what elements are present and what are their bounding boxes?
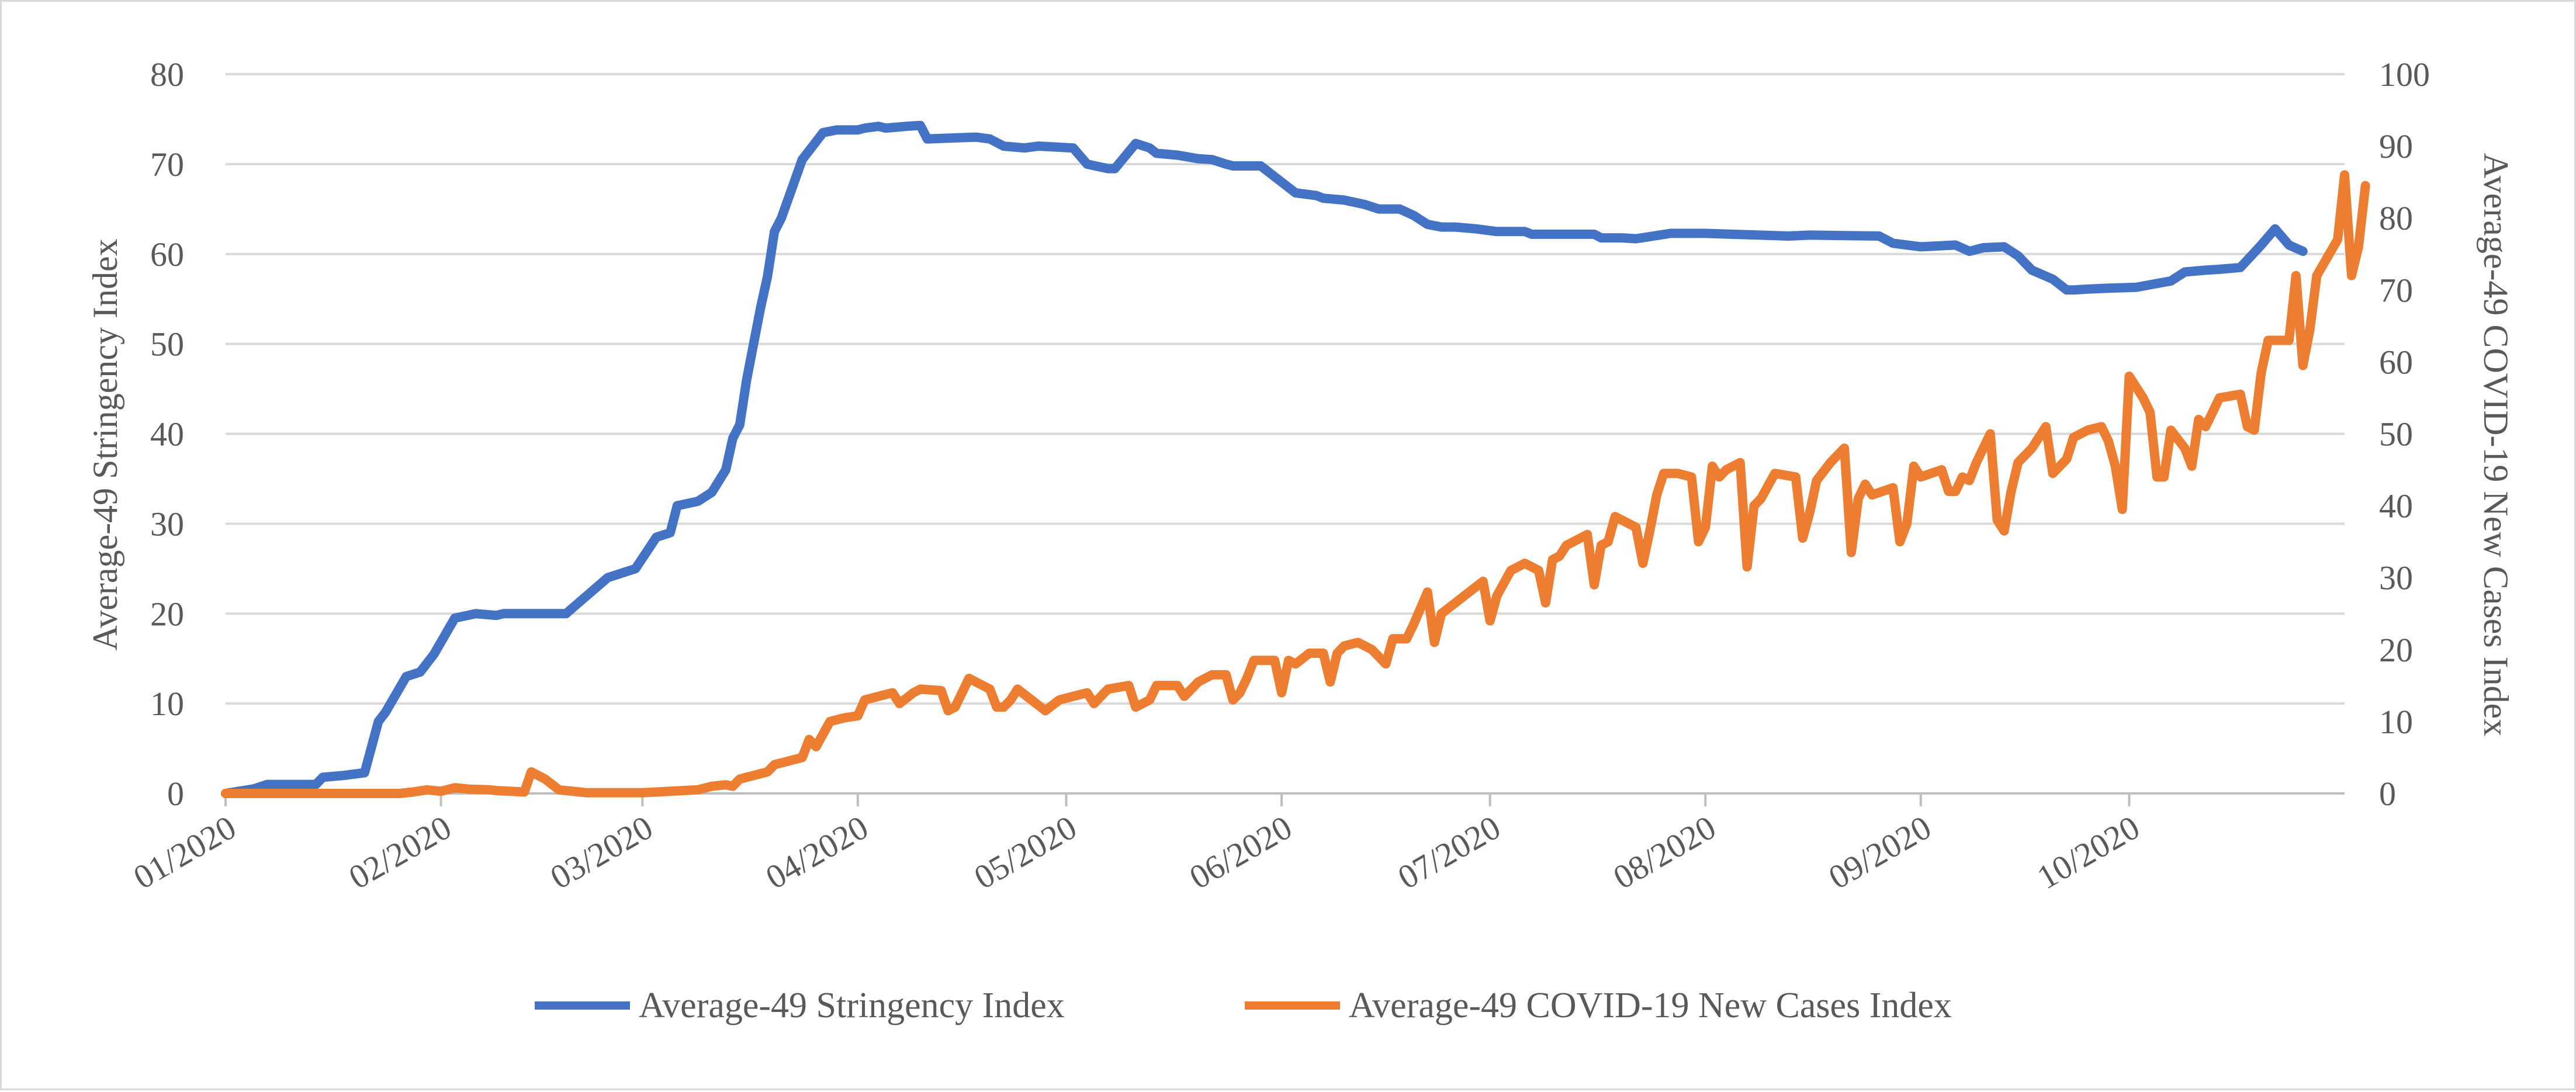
- y-left-tick-label: 30: [150, 505, 184, 543]
- y-left-tick-label: 0: [167, 775, 184, 813]
- series-lines: [221, 120, 2370, 798]
- legend-label-stringency: Average-49 Stringency Index: [639, 986, 1065, 1025]
- y-left-tick-label: 80: [150, 56, 184, 93]
- y-left-tick-label: 10: [150, 685, 184, 723]
- x-tick-label: 10/2020: [2031, 808, 2146, 896]
- x-tick-label: 07/2020: [1391, 808, 1507, 896]
- series-line-stringency: [221, 120, 2308, 798]
- y-right-tick-label: 60: [2379, 343, 2413, 381]
- y-right-tick-label: 100: [2379, 56, 2430, 93]
- x-tick-label: 03/2020: [544, 808, 659, 896]
- legend-label-new-cases: Average-49 COVID-19 New Cases Index: [1349, 986, 1952, 1025]
- y-right-tick-label: 70: [2379, 271, 2413, 309]
- x-tick-label: 02/2020: [342, 808, 458, 896]
- legend: Average-49 Stringency Index Average-49 C…: [535, 986, 1952, 1025]
- x-tick-label: 09/2020: [1822, 808, 1937, 896]
- y-left-tick-label: 70: [150, 145, 184, 183]
- x-tick-label: 04/2020: [759, 808, 874, 896]
- y-right-tick-label: 0: [2379, 775, 2396, 813]
- x-tick-label: 08/2020: [1607, 808, 1722, 896]
- x-tick-label: 05/2020: [968, 808, 1083, 896]
- y-right-tick-label: 40: [2379, 487, 2413, 525]
- y-right-tick-label: 90: [2379, 127, 2413, 165]
- gridlines: [226, 73, 2345, 705]
- series-line-new-cases: [221, 170, 2370, 798]
- y-left-axis-title: Average-49 Stringency Index: [86, 238, 124, 650]
- x-tick-label: 01/2020: [127, 808, 242, 896]
- axes: [224, 792, 2345, 806]
- y-left-tick-label: 50: [150, 325, 184, 363]
- y-right-tick-label: 10: [2379, 703, 2413, 741]
- y-left-tick-label: 40: [150, 415, 184, 453]
- y-left-tick-label: 60: [150, 235, 184, 273]
- y-left-tick-label: 20: [150, 595, 184, 633]
- y-right-tick-label: 50: [2379, 415, 2413, 453]
- y-right-axis-title: Average-49 COVID-19 New Cases Index: [2477, 153, 2515, 737]
- y-right-tick-label: 20: [2379, 631, 2413, 669]
- x-tick-label: 06/2020: [1183, 808, 1298, 896]
- y-right-tick-label: 30: [2379, 559, 2413, 597]
- y-right-tick-label: 80: [2379, 199, 2413, 237]
